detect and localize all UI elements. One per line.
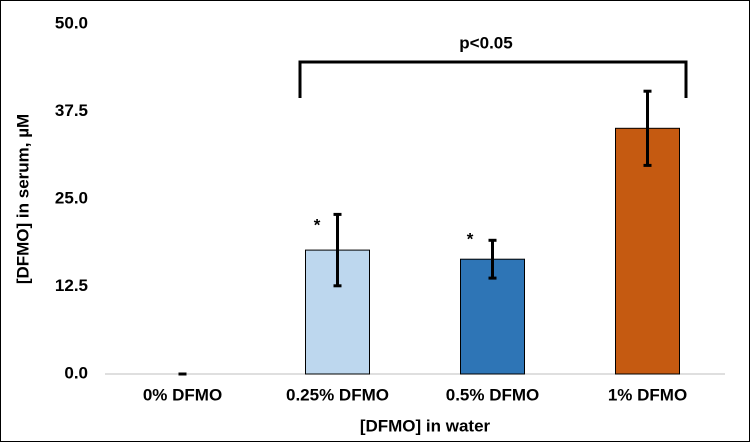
error-bar — [643, 89, 652, 167]
x-tick-label: 0.25% DFMO — [286, 385, 389, 404]
y-tick-label: 37.5 — [55, 101, 88, 120]
y-axis-label: [DFMO] in serum, µM — [13, 114, 32, 284]
x-tick-label: 0% DFMO — [143, 385, 222, 404]
y-tick-label: 12.5 — [55, 276, 88, 295]
annotation: * — [467, 229, 474, 248]
bar — [615, 127, 680, 375]
annotation: * — [314, 215, 321, 234]
annotation: p<0.05 — [459, 33, 512, 52]
x-tick-label: 1% DFMO — [608, 385, 687, 404]
error-bar — [488, 238, 497, 280]
y-tick-label: 50.0 — [55, 13, 88, 32]
error-bar — [333, 212, 342, 288]
x-tick-label: 0.5% DFMO — [446, 385, 540, 404]
significance-bracket — [298, 60, 688, 98]
x-axis-label: [DFMO] in water — [360, 416, 491, 435]
y-tick-label: 0.0 — [64, 363, 88, 382]
y-tick-label: 25.0 — [55, 188, 88, 207]
